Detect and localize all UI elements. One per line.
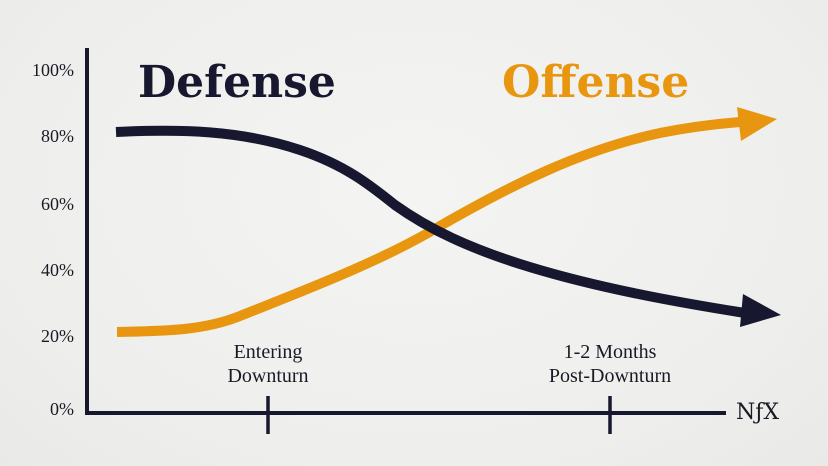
x-tick-label-post-downturn: 1-2 Months Post-Downturn bbox=[520, 340, 700, 388]
x-tick-label-line2: Downturn bbox=[227, 365, 309, 387]
y-tick-20: 20% bbox=[41, 326, 74, 346]
x-tick-label-line1: Entering bbox=[233, 341, 303, 363]
y-tick-60: 60% bbox=[41, 194, 74, 214]
y-tick-40: 40% bbox=[41, 260, 74, 280]
x-tick-label-line2: Post-Downturn bbox=[548, 365, 672, 387]
y-tick-0: 0% bbox=[50, 399, 74, 419]
offense-arrowhead-icon bbox=[737, 107, 777, 141]
offense-line bbox=[116, 117, 741, 337]
y-tick-80: 80% bbox=[41, 126, 74, 146]
defense-title: Defense bbox=[138, 57, 336, 108]
x-tick-label-line1: 1-2 Months bbox=[563, 341, 657, 363]
x-tick-label-entering-downturn: Entering Downturn bbox=[188, 340, 348, 388]
y-tick-100: 100% bbox=[32, 60, 74, 80]
offense-title: Offense bbox=[502, 57, 690, 108]
defense-arrowhead-icon bbox=[740, 294, 781, 327]
defense-line bbox=[115, 125, 746, 318]
nfx-logo: NƒX bbox=[736, 400, 780, 425]
